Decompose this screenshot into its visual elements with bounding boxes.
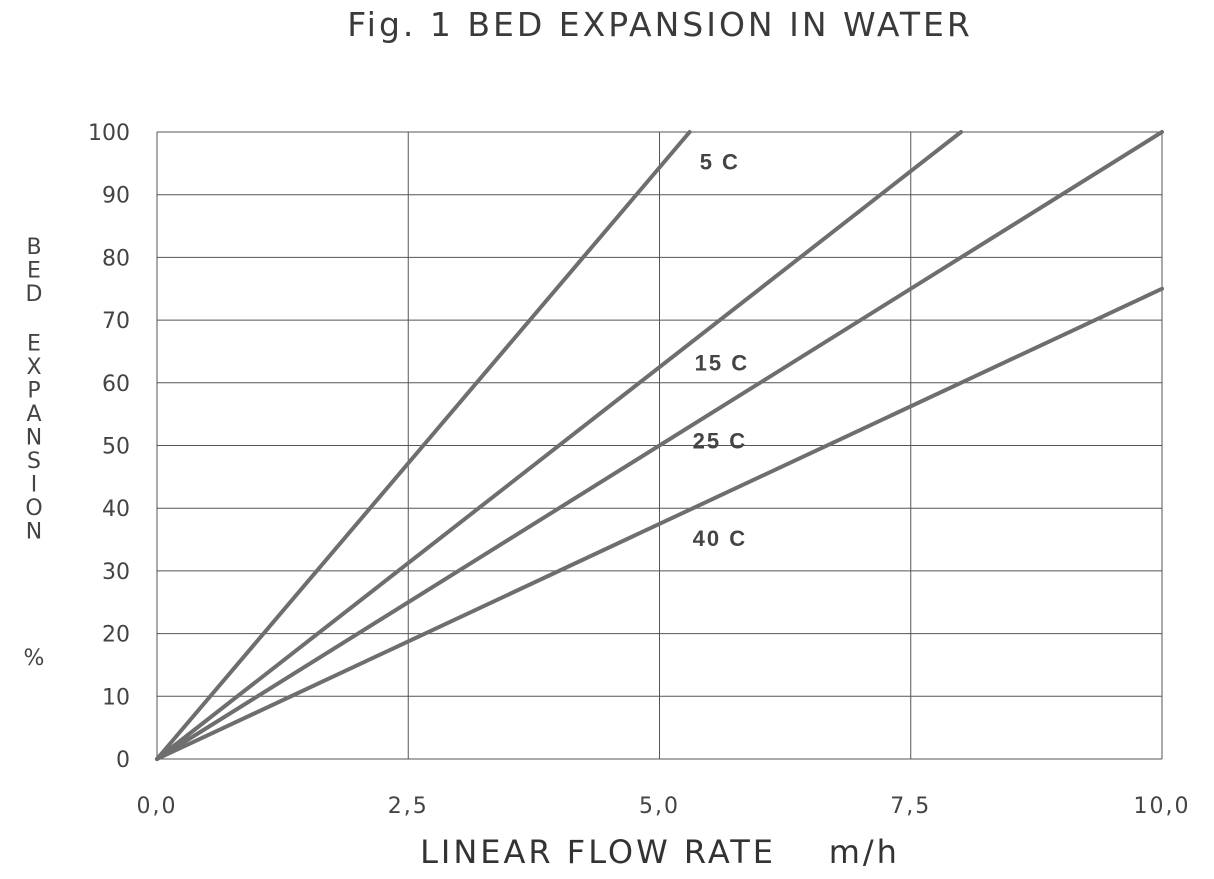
y-axis-label-letter: B [26,235,41,260]
y-tick-label: 100 [88,121,130,146]
y-tick-label: 10 [102,685,130,710]
x-tick-label: 5,0 [639,794,680,819]
series-line-5c [155,130,692,761]
x-axis-label: LINEAR FLOW RATE m/h [420,833,900,871]
x-tick-label: 0,0 [137,794,178,819]
series-label: 25 C [693,429,747,454]
y-tick-label: 30 [102,560,130,585]
series-labels: 5 C 15 C 25 C 40 C [693,150,749,551]
y-tick-label: 80 [102,246,130,271]
series-label: 5 C [700,150,740,175]
y-tick-label: 50 [102,435,130,460]
y-axis-label-letter: O [25,496,42,521]
y-axis-unit: % [24,646,45,671]
y-axis-label-letter: S [27,449,41,474]
y-axis-label-letter: P [27,378,40,403]
y-axis-ticks: 0 10 20 30 40 50 60 70 80 90 100 [88,121,130,773]
series-line-15c [155,130,963,761]
series-line-25c [155,130,1164,761]
x-axis-ticks: 0,0 2,5 5,0 7,5 10,0 [137,794,1191,819]
x-tick-label: 10,0 [1134,794,1191,819]
y-axis-label-letter: N [26,519,42,544]
y-tick-label: 60 [102,372,130,397]
y-tick-label: 0 [116,748,130,773]
x-tick-label: 2,5 [388,794,429,819]
y-tick-label: 40 [102,497,130,522]
x-tick-label: 7,5 [890,794,931,819]
y-axis-label-letter: N [26,425,42,450]
y-axis-label-letter: X [26,355,41,380]
series-lines [155,130,1164,761]
y-axis-label-letter: I [31,472,38,497]
y-tick-label: 70 [102,309,130,334]
y-axis-label-letter: E [27,331,41,356]
series-label: 40 C [693,526,747,551]
series-line-40c [155,286,1164,761]
y-axis-label-letter: A [26,402,41,427]
y-tick-label: 20 [102,623,130,648]
chart-title: Fig. 1 BED EXPANSION IN WATER [347,5,973,44]
y-axis-label-letter: D [26,282,43,307]
y-axis-label-letter: E [27,259,41,284]
series-label: 15 C [695,350,749,375]
y-tick-label: 90 [102,184,130,209]
